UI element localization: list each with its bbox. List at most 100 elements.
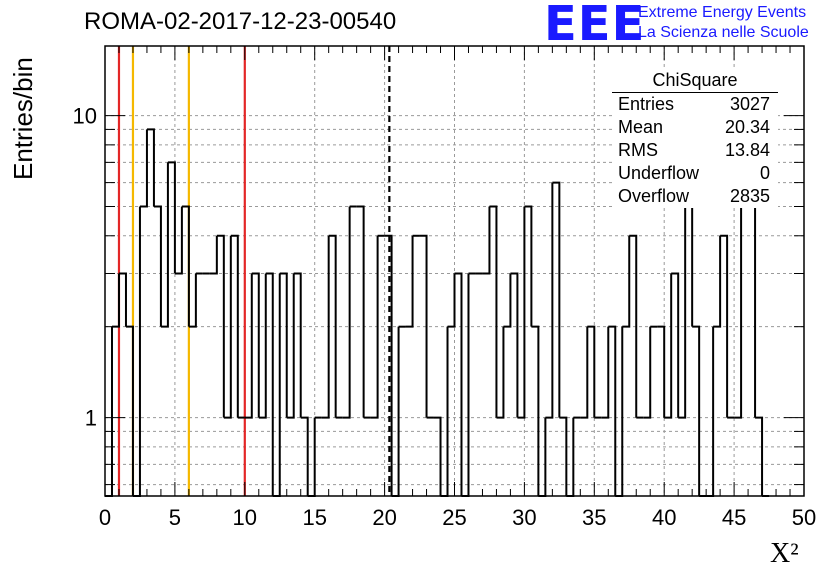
histogram-bin [370, 235, 379, 419]
histogram-bin [209, 235, 218, 275]
histogram-bin [279, 272, 288, 418]
histogram-bin [139, 129, 148, 208]
histogram-bin [230, 234, 239, 418]
histogram-bin [629, 234, 638, 418]
x-tick-label: 25 [442, 505, 466, 530]
histogram-bin [125, 325, 134, 496]
histogram-bin [524, 205, 533, 327]
histogram-bin [482, 206, 491, 275]
histogram-bin [587, 325, 596, 418]
y-axis-label: Entries/bin [8, 57, 38, 180]
histogram-bin [608, 325, 617, 496]
histogram-bin [510, 272, 519, 418]
stats-value: 2835 [729, 186, 770, 206]
histogram-bin [251, 272, 260, 418]
stats-label: Underflow [618, 163, 700, 183]
histogram-bin [734, 206, 743, 419]
stats-value: 3027 [729, 94, 770, 114]
axis-ticks: 0 5 10 15 20 25 30 35 40 45 50 1 10 [73, 46, 816, 530]
histogram-bin [258, 273, 267, 419]
histogram-bin [552, 181, 561, 418]
histogram-bin [419, 234, 428, 418]
histogram-bin [580, 326, 589, 419]
histogram-bin [342, 206, 351, 419]
x-tick-label: 40 [652, 505, 676, 530]
histogram-bin [265, 272, 274, 496]
histogram-bin [300, 416, 309, 496]
stats-row: Entries 3027 [612, 93, 778, 116]
histogram-bin [167, 161, 176, 274]
histogram-bin [454, 272, 463, 496]
histogram-bin [447, 273, 456, 328]
y-tick-label: 1 [85, 406, 97, 431]
x-tick-label: 45 [722, 505, 746, 530]
histogram-bin [105, 326, 113, 497]
histogram-bin [489, 205, 498, 418]
stats-title: ChiSquare [612, 70, 778, 93]
histogram-bin [461, 273, 470, 497]
histogram-bin [615, 326, 624, 497]
histogram-bin [433, 416, 442, 496]
histogram-bin [384, 234, 393, 496]
histogram-bin [678, 129, 687, 419]
x-tick-label: 5 [169, 505, 181, 530]
logo-subtitle-1: Extreme Energy Events [638, 4, 807, 21]
stats-row: RMS 13.84 [612, 139, 778, 162]
histogram-bin [328, 234, 337, 418]
histogram-bin [664, 273, 673, 419]
histogram-bin [286, 273, 295, 419]
stats-label: Entries [618, 94, 675, 114]
histogram-bin [244, 273, 253, 419]
stats-label: RMS [618, 140, 658, 160]
histogram-bin [622, 235, 631, 328]
histogram-bin [531, 325, 540, 496]
x-tick-label: 20 [372, 505, 396, 530]
histogram-bin [405, 235, 414, 328]
x-tick-label: 50 [792, 505, 816, 530]
x-tick-label: 15 [302, 505, 326, 530]
stats-box: ChiSquare Entries 3027 Mean 20.34 RMS 13… [612, 70, 778, 208]
chart-title: ROMA-02-2017-12-23-00540 [84, 8, 397, 35]
stats-row: Underflow 0 [612, 162, 778, 185]
stats-row: Mean 20.34 [612, 116, 778, 139]
plot-frame [104, 45, 805, 497]
stats-value: 20.34 [724, 117, 770, 137]
histogram-bin [160, 162, 169, 328]
histogram-bin [223, 235, 232, 419]
histogram-bin [293, 272, 302, 418]
histogram-bin [272, 273, 281, 497]
y-tick-label: 10 [73, 104, 97, 129]
histogram-bin [440, 326, 449, 497]
histogram-bin [720, 234, 729, 418]
x-tick-label: 35 [582, 505, 606, 530]
x-tick-label: 30 [512, 505, 536, 530]
histogram-bin [713, 235, 722, 328]
histogram-bin [643, 326, 652, 419]
x-tick-label: 10 [233, 505, 257, 530]
x-tick-label: 0 [99, 505, 111, 530]
histogram-bin [559, 416, 568, 496]
histogram-bin [153, 205, 162, 327]
histogram-bin [503, 273, 512, 328]
stats-label: Overflow [618, 186, 690, 206]
eee-logo: EEE [544, 0, 646, 52]
histogram-bin [657, 325, 666, 418]
histogram-bin [755, 416, 764, 496]
histogram-bin [118, 272, 127, 327]
histogram-bin [321, 235, 330, 419]
histogram-bin [391, 326, 400, 497]
histogram-bin [146, 128, 155, 207]
histogram-bin [181, 205, 190, 327]
histogram-bin [216, 234, 225, 418]
histogram-bin [545, 182, 554, 419]
histogram-bin [496, 326, 505, 419]
histogram-bin [517, 206, 526, 419]
histogram-bin [706, 326, 715, 497]
logo-subtitle-2: La Scienza nelle Scuole [638, 24, 809, 41]
histogram-bin [188, 273, 197, 328]
histogram-bin [748, 181, 757, 418]
x-axis-label: X² [770, 538, 799, 569]
histogram-bin [356, 205, 365, 418]
histogram-bin [174, 206, 183, 275]
